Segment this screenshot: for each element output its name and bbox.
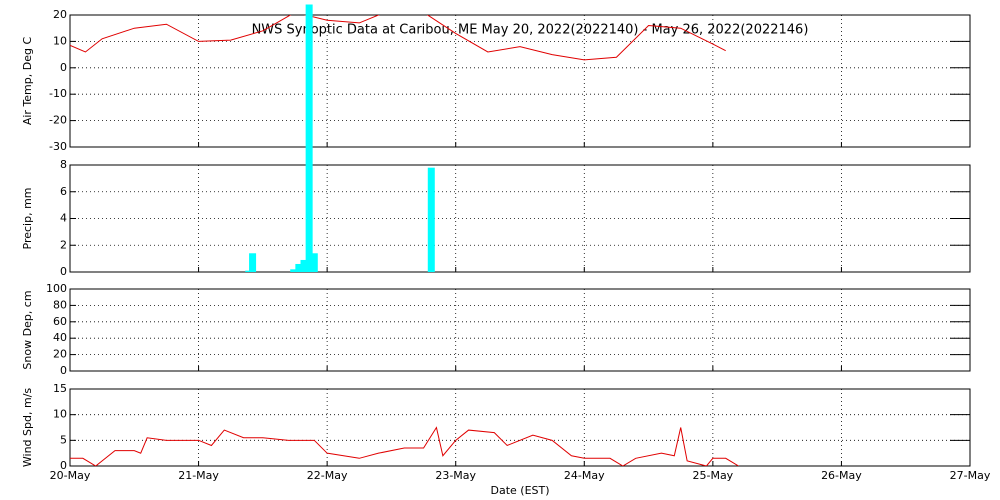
panel-frame xyxy=(69,288,971,372)
x-tick-label: 20-May xyxy=(50,469,91,482)
y-tick-label: 0 xyxy=(60,364,67,377)
panel-frame xyxy=(69,388,971,467)
y-tick-label: 60 xyxy=(53,315,67,328)
x-tick-label: 24-May xyxy=(564,469,605,482)
y-tick-label: 100 xyxy=(46,282,67,295)
x-tick-label: 27-May xyxy=(950,469,991,482)
y-axis-label: Air Temp, Deg C xyxy=(21,37,34,126)
x-tick-label: 21-May xyxy=(178,469,219,482)
y-tick-label: 20 xyxy=(53,8,67,21)
panel-frame xyxy=(69,14,971,148)
bar xyxy=(295,263,303,272)
y-tick-label: 4 xyxy=(60,212,67,225)
x-axis-label: Date (EST) xyxy=(490,484,549,497)
y-tick-label: 15 xyxy=(53,382,67,395)
x-tick-label: 25-May xyxy=(692,469,733,482)
bar xyxy=(427,167,435,272)
y-tick-label: 0 xyxy=(60,459,67,472)
y-tick-label: 5 xyxy=(60,433,67,446)
y-tick-label: 10 xyxy=(53,34,67,47)
bar xyxy=(305,4,313,272)
y-tick-label: 2 xyxy=(60,238,67,251)
y-tick-label: 0 xyxy=(60,61,67,74)
x-tick-label: 23-May xyxy=(435,469,476,482)
bar xyxy=(290,269,298,272)
chart-title: NWS Synoptic Data at Caribou, ME May 20,… xyxy=(252,23,809,38)
y-tick-label: 8 xyxy=(60,158,67,171)
y-axis-label: Snow Dep, cm xyxy=(21,290,34,369)
panel-frame xyxy=(69,164,971,273)
y-axis-label: Precip, mm xyxy=(21,188,34,250)
data-line xyxy=(70,426,739,466)
x-tick-label: 26-May xyxy=(821,469,862,482)
data-line xyxy=(70,15,726,61)
x-tick-label: 22-May xyxy=(307,469,348,482)
bar xyxy=(300,259,308,272)
y-axis-label: Wind Spd, m/s xyxy=(21,388,34,468)
bar xyxy=(245,270,253,272)
y-tick-label: 20 xyxy=(53,348,67,361)
y-tick-label: 0 xyxy=(60,265,67,278)
y-tick-label: -30 xyxy=(49,140,67,153)
bar xyxy=(310,253,318,272)
y-tick-label: 10 xyxy=(53,408,67,421)
y-tick-label: 40 xyxy=(53,331,67,344)
y-tick-label: 6 xyxy=(60,185,67,198)
bar xyxy=(249,253,257,272)
y-tick-label: -10 xyxy=(49,87,67,100)
y-tick-label: -20 xyxy=(49,114,67,127)
y-tick-label: 80 xyxy=(53,298,67,311)
